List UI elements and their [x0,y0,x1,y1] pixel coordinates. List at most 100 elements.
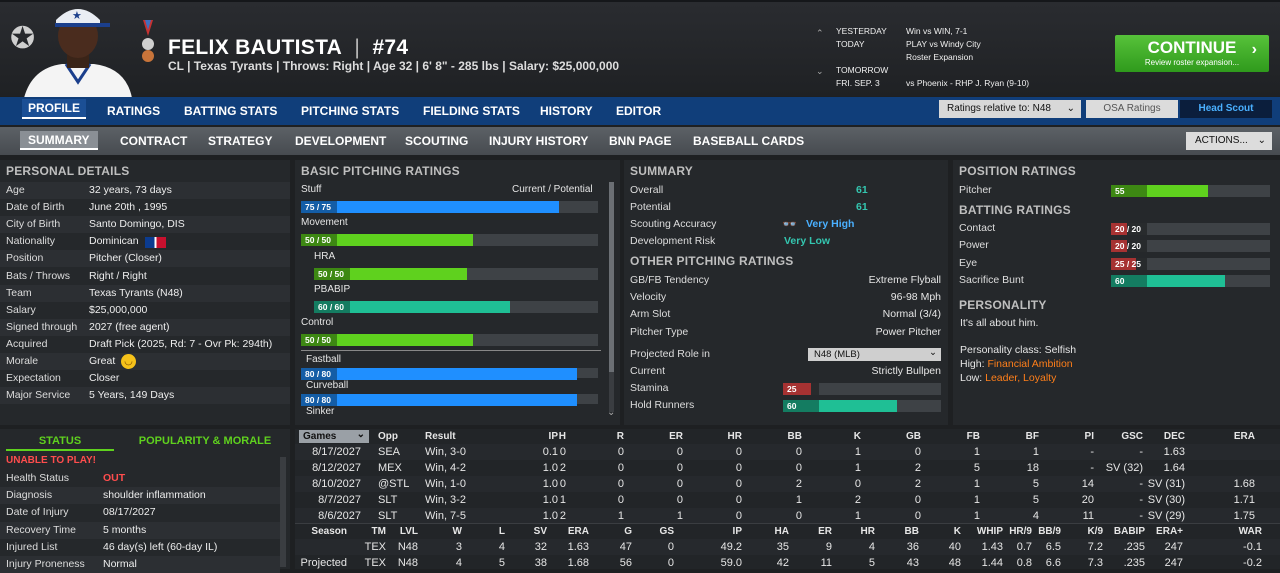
game-row: 8/10/2027 @STL Win, 1-0 1.0 0 0 0 0 2 0 2 1 5 14- SV (… [295,475,1280,492]
game-date: 8/6/2027 [318,509,361,522]
column-header: IP [548,431,558,442]
chevron-down-icon: ⌄ [1257,135,1266,146]
game-cell: 1.63 [1163,446,1185,458]
status-value: OUT [103,472,126,484]
detail-value: Texas Tyrants (N48) [89,286,183,299]
column-header: FB [966,431,980,442]
tab-status[interactable]: STATUS [6,431,114,451]
games-select[interactable]: Games ⌄ [299,429,369,443]
game-cell: - [1090,461,1094,474]
season-cell: 47 [619,541,632,553]
subtab-baseball-cards[interactable]: BASEBALL CARDS [693,134,805,148]
game-date: 8/17/2027 [312,446,361,458]
batting-bar: 60 [1111,274,1270,287]
tab-editor[interactable]: EDITOR [616,104,662,118]
game-cell: 1 [854,461,861,474]
season-cell: 0.8 [1016,557,1032,569]
schedule-key: TOMORROW [836,65,889,75]
tab-profile[interactable]: PROFILE [22,99,87,119]
hold-runners-label: Hold Runners [630,399,695,411]
ratings-relative-select[interactable]: Ratings relative to: N48 ⌄ [939,100,1081,118]
game-cell: SLT [378,509,398,522]
column-header: ERA [567,526,589,537]
status-row: Injury Proneness Normal [0,556,280,573]
bar-fill [314,268,467,280]
hold-runners-row: Hold Runners 60 [624,397,948,414]
star-logo-icon: ✪ [10,22,36,55]
detail-value: 32 years, 73 days [89,184,172,196]
schedule-up-arrow-icon[interactable]: ⌃ [816,28,824,38]
batting-row: Contact 20 / 20 [953,220,1280,237]
season-cell: 56 [619,557,632,569]
continue-button[interactable]: CONTINUE Review roster expansion... › [1115,35,1269,72]
status-scrollbar[interactable] [280,457,286,567]
game-cell: 0 [735,509,742,522]
game-cell: 0 [735,493,742,506]
batting-label: Sacrifice Bunt [959,273,1024,286]
game-cell: - [1139,493,1143,506]
detail-value: June 20th , 1995 [89,201,168,214]
tab-batting-stats[interactable]: BATTING STATS [184,104,278,118]
season-cell: 247 [1164,557,1183,569]
game-cell: 1.0 [542,493,558,506]
status-label: Date of Injury [6,506,69,519]
game-cell: 1 [795,493,802,506]
projected-role-label: Projected Role in [630,348,710,360]
subtab-summary[interactable]: SUMMARY [20,131,98,150]
subtab-scouting[interactable]: SCOUTING [405,134,469,148]
subtab-bnn-page[interactable]: BNN PAGE [609,134,672,148]
season-cell: 1.43 [981,541,1003,553]
detail-label: Date of Birth [6,201,65,214]
game-cell: 2 [914,461,921,474]
tab-history[interactable]: HISTORY [540,104,593,118]
season-cell: 0.7 [1016,541,1032,553]
game-cell: 2 [559,461,566,474]
game-cell: 0 [914,493,921,506]
schedule-down-arrow-icon[interactable]: ⌄ [816,66,824,76]
tab-fielding-stats[interactable]: FIELDING STATS [423,104,520,118]
season-cell: 5 [868,557,875,569]
game-cell: 0 [676,493,683,506]
subtab-contract[interactable]: CONTRACT [120,134,188,148]
potential-value: 61 [856,201,868,213]
osa-ratings-button[interactable]: OSA Ratings [1086,100,1178,118]
bar-value: 50 / 50 [314,268,350,280]
game-cell: 1 [559,493,566,506]
batting-label: Power [959,239,989,252]
season-cell: -0.1 [1243,541,1262,553]
status-row: Injured List 46 day(s) left (60-day IL) [0,539,280,556]
season-cell: 4 [868,541,875,553]
bar-value: 75 / 75 [301,201,337,213]
tab-pitching-stats[interactable]: PITCHING STATS [301,104,400,118]
subtab-injury-history[interactable]: INJURY HISTORY [489,134,589,148]
actions-select[interactable]: ACTIONS... ⌄ [1186,132,1272,150]
projected-role-select[interactable]: N48 (MLB) ⌄ [808,347,941,361]
game-cell: Win, 3-2 [425,493,466,506]
column-header: H [558,431,566,442]
high-value: Financial Ambition [987,358,1073,370]
ratings-scrollbar[interactable] [609,182,614,412]
column-header: TM [371,526,386,537]
panel-subtitle: BATTING RATINGS [959,203,1071,217]
bar-fill [301,201,559,213]
column-header: SV [533,526,547,537]
subtab-development[interactable]: DEVELOPMENT [295,134,387,148]
bar-value: 25 / 25 [1111,257,1147,270]
detail-label: Position [6,252,44,265]
bar-value: 80 / 80 [301,368,337,380]
tab-ratings[interactable]: RATINGS [107,104,161,118]
batting-bar: 25 / 25 [1111,257,1270,270]
column-header: ER [669,431,683,442]
head-scout-button[interactable]: Head Scout [1180,100,1272,118]
tab-popularity-morale[interactable]: POPULARITY & MORALE [138,435,272,447]
status-row: Date of Injury 08/17/2027 [0,504,280,521]
svg-text:★: ★ [72,9,82,22]
game-cell: 0 [617,493,624,506]
low-label: Low: [960,372,983,384]
schedule-key: YESTERDAY [836,26,887,36]
game-cell: 0 [617,477,624,490]
scroll-down-icon[interactable]: ⌄ [607,407,616,418]
hold-runners-bar: 60 [783,400,941,412]
chevron-down-icon: ⌄ [1066,103,1075,114]
subtab-strategy[interactable]: STRATEGY [208,134,273,148]
